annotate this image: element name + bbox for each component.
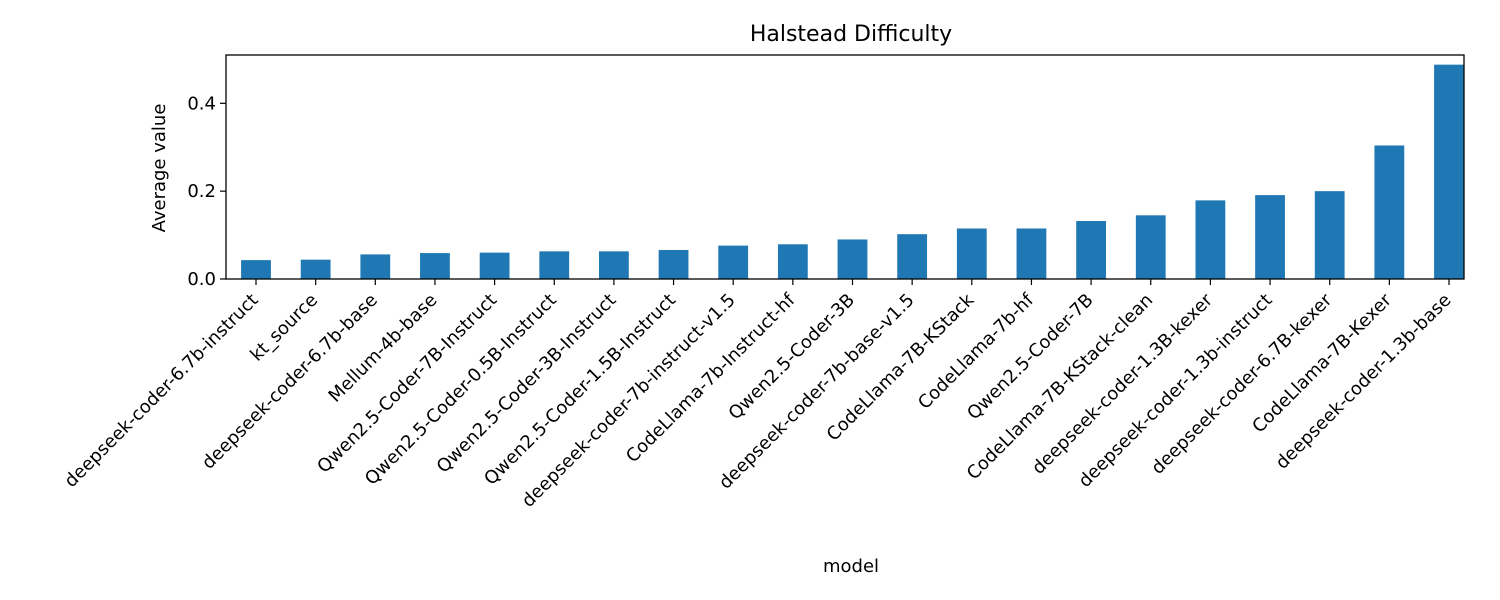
bar-12 — [956, 228, 987, 279]
y-axis-label: Average value — [149, 104, 170, 233]
bar-6 — [599, 251, 629, 279]
x-axis: deepseek-coder-6.7b-instructkt_sourcedee… — [60, 279, 1456, 512]
y-tick-label-1: 0.2 — [187, 181, 216, 202]
plot-frame — [225, 54, 1465, 280]
bar-1 — [300, 259, 331, 279]
bar-16 — [1195, 200, 1226, 279]
bar-0 — [241, 260, 271, 279]
chart-title: Halstead Difficulty — [750, 22, 952, 47]
bar-14 — [1076, 221, 1106, 279]
bar-15 — [1135, 215, 1166, 279]
bar-11 — [897, 234, 928, 279]
bar-7 — [658, 250, 689, 279]
y-tick-label-2: 0.4 — [187, 93, 216, 114]
x-tick-label-8: deepseek-coder-7b-instruct-v1.5 — [518, 290, 740, 512]
bar-9 — [777, 244, 808, 279]
bar-20 — [1434, 64, 1464, 279]
y-axis: 0.0 0.2 0.4 — [187, 93, 226, 290]
bar-13 — [1016, 228, 1047, 279]
x-tick-label-3: Mellum-4b-base — [325, 290, 442, 407]
bar-10 — [837, 239, 868, 279]
y-tick-label-0: 0.0 — [187, 269, 216, 290]
bar-17 — [1255, 195, 1285, 279]
bar-5 — [539, 251, 570, 279]
bar-4 — [479, 252, 510, 279]
bar-18 — [1314, 191, 1345, 279]
bar-19 — [1374, 145, 1405, 279]
bar-8 — [718, 245, 749, 279]
x-axis-label: model — [823, 556, 879, 577]
x-tick-label-0: deepseek-coder-6.7b-instruct — [60, 290, 262, 492]
bar-3 — [420, 253, 450, 279]
bars-group — [241, 64, 1464, 279]
bar-2 — [360, 254, 391, 279]
